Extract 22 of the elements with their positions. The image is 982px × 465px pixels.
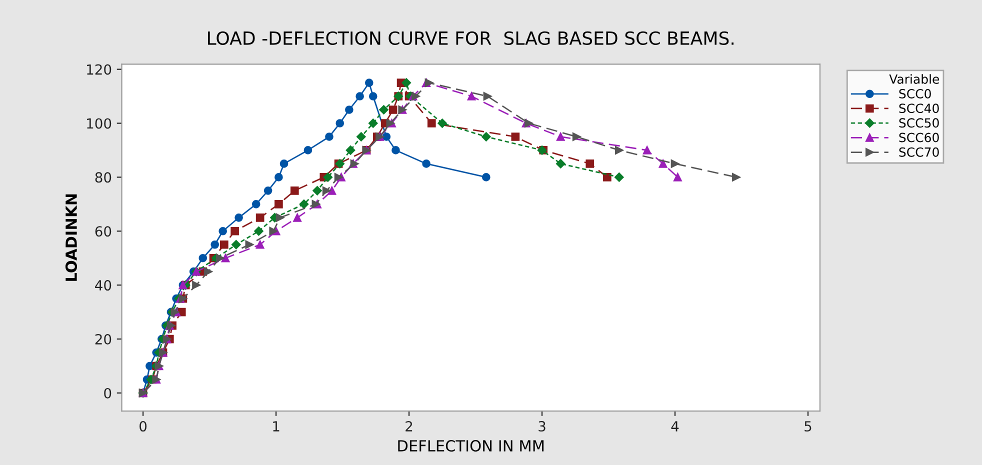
- y-tick-label: 40: [95, 280, 112, 291]
- y-tick-label: 80: [95, 172, 112, 183]
- legend-label: SCC40: [899, 104, 939, 114]
- x-tick-label: 1: [273, 421, 280, 432]
- x-tick-label: 2: [406, 421, 412, 432]
- legend-label: SCC70: [899, 147, 939, 157]
- legend-label: SCC0: [899, 88, 931, 98]
- x-tick-label: 5: [804, 421, 812, 432]
- x-axis-title: DEFLECTION IN MM: [398, 440, 544, 452]
- x-tick-label: 0: [140, 421, 147, 432]
- x-tick-label: 3: [538, 421, 546, 432]
- legend-label: SCC60: [899, 132, 939, 142]
- legend-label: SCC50: [899, 118, 939, 128]
- y-axis-title: LOADINKN: [65, 194, 78, 281]
- y-tick-label: 0: [104, 388, 112, 398]
- y-tick-label: 60: [95, 226, 112, 237]
- y-tick-label: 20: [95, 334, 112, 345]
- y-tick-label: 100: [87, 118, 112, 129]
- y-tick-label: 120: [87, 64, 112, 75]
- chart-title: LOAD -DEFLECTION CURVE FOR SLAG BASED SCC BEAMS.: [208, 31, 734, 45]
- x-tick-label: 4: [671, 421, 679, 432]
- legend-title: Variable: [889, 74, 940, 84]
